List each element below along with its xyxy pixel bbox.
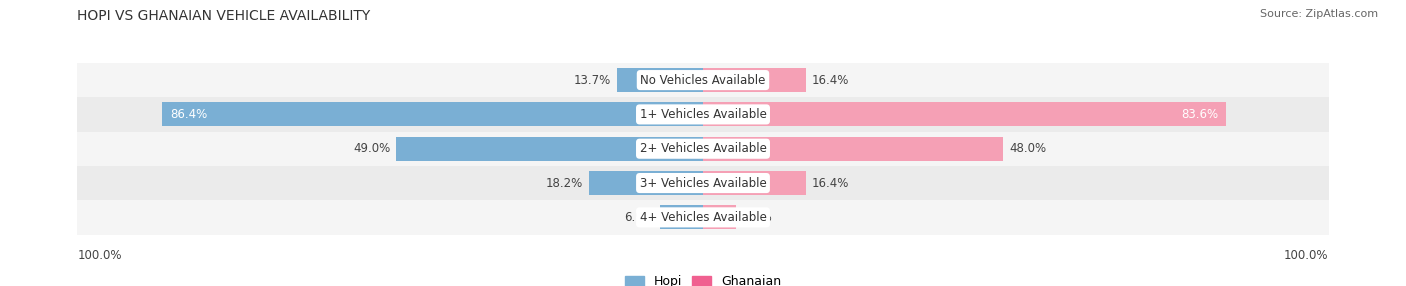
- Bar: [703, 102, 1226, 126]
- Text: 16.4%: 16.4%: [811, 74, 849, 87]
- Text: 86.4%: 86.4%: [170, 108, 207, 121]
- Bar: [77, 200, 1329, 235]
- Bar: [77, 63, 1329, 97]
- Bar: [703, 137, 1004, 161]
- Text: 100.0%: 100.0%: [1284, 249, 1329, 262]
- Text: 2+ Vehicles Available: 2+ Vehicles Available: [640, 142, 766, 155]
- Text: HOPI VS GHANAIAN VEHICLE AVAILABILITY: HOPI VS GHANAIAN VEHICLE AVAILABILITY: [77, 9, 371, 23]
- Bar: [659, 205, 703, 229]
- Text: 3+ Vehicles Available: 3+ Vehicles Available: [640, 176, 766, 190]
- Bar: [163, 102, 703, 126]
- Bar: [77, 97, 1329, 132]
- Text: 6.9%: 6.9%: [624, 211, 654, 224]
- Text: 4+ Vehicles Available: 4+ Vehicles Available: [640, 211, 766, 224]
- Bar: [77, 166, 1329, 200]
- Bar: [77, 132, 1329, 166]
- Legend: Hopi, Ghanaian: Hopi, Ghanaian: [620, 271, 786, 286]
- Text: 1+ Vehicles Available: 1+ Vehicles Available: [640, 108, 766, 121]
- Bar: [703, 205, 735, 229]
- Text: 83.6%: 83.6%: [1181, 108, 1219, 121]
- Bar: [589, 171, 703, 195]
- Text: 16.4%: 16.4%: [811, 176, 849, 190]
- Text: 49.0%: 49.0%: [353, 142, 391, 155]
- Text: 48.0%: 48.0%: [1010, 142, 1046, 155]
- Text: 13.7%: 13.7%: [574, 74, 612, 87]
- Bar: [703, 171, 806, 195]
- Text: 100.0%: 100.0%: [77, 249, 122, 262]
- Bar: [617, 68, 703, 92]
- Text: Source: ZipAtlas.com: Source: ZipAtlas.com: [1260, 9, 1378, 19]
- Text: No Vehicles Available: No Vehicles Available: [640, 74, 766, 87]
- Text: 18.2%: 18.2%: [546, 176, 583, 190]
- Bar: [396, 137, 703, 161]
- Bar: [703, 68, 806, 92]
- Text: 5.2%: 5.2%: [742, 211, 772, 224]
